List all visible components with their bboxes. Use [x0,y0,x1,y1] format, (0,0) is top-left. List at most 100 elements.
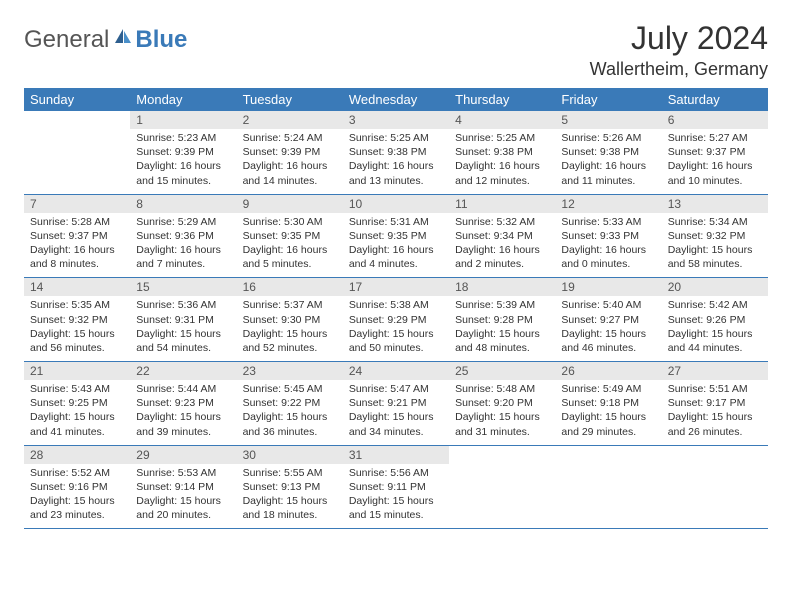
calendar-day-cell: 6Sunrise: 5:27 AMSunset: 9:37 PMDaylight… [662,111,768,194]
calendar-day-cell: 24Sunrise: 5:47 AMSunset: 9:21 PMDayligh… [343,362,449,446]
day-number: 24 [343,362,449,380]
day-details: Sunrise: 5:30 AMSunset: 9:35 PMDaylight:… [237,213,343,278]
calendar-day-cell: 1Sunrise: 5:23 AMSunset: 9:39 PMDaylight… [130,111,236,194]
calendar-day-cell: 4Sunrise: 5:25 AMSunset: 9:38 PMDaylight… [449,111,555,194]
logo-text-general: General [24,26,109,54]
calendar-day-cell: 26Sunrise: 5:49 AMSunset: 9:18 PMDayligh… [555,362,661,446]
calendar-week-row: 28Sunrise: 5:52 AMSunset: 9:16 PMDayligh… [24,445,768,529]
calendar-day-cell: 28Sunrise: 5:52 AMSunset: 9:16 PMDayligh… [24,445,130,529]
day-number: 11 [449,195,555,213]
calendar-day-cell: 31Sunrise: 5:56 AMSunset: 9:11 PMDayligh… [343,445,449,529]
day-number: 26 [555,362,661,380]
day-number [555,446,661,464]
day-details: Sunrise: 5:34 AMSunset: 9:32 PMDaylight:… [662,213,768,278]
day-details: Sunrise: 5:35 AMSunset: 9:32 PMDaylight:… [24,296,130,361]
day-number: 8 [130,195,236,213]
day-details: Sunrise: 5:49 AMSunset: 9:18 PMDaylight:… [555,380,661,445]
calendar-day-cell: 20Sunrise: 5:42 AMSunset: 9:26 PMDayligh… [662,278,768,362]
day-number: 5 [555,111,661,129]
day-details: Sunrise: 5:53 AMSunset: 9:14 PMDaylight:… [130,464,236,529]
day-details: Sunrise: 5:40 AMSunset: 9:27 PMDaylight:… [555,296,661,361]
day-details: Sunrise: 5:36 AMSunset: 9:31 PMDaylight:… [130,296,236,361]
day-details: Sunrise: 5:31 AMSunset: 9:35 PMDaylight:… [343,213,449,278]
calendar-day-cell: 13Sunrise: 5:34 AMSunset: 9:32 PMDayligh… [662,194,768,278]
day-details: Sunrise: 5:43 AMSunset: 9:25 PMDaylight:… [24,380,130,445]
day-details: Sunrise: 5:26 AMSunset: 9:38 PMDaylight:… [555,129,661,194]
day-details [24,129,130,191]
day-number: 6 [662,111,768,129]
day-details: Sunrise: 5:33 AMSunset: 9:33 PMDaylight:… [555,213,661,278]
calendar-day-cell [662,445,768,529]
calendar-day-cell [24,111,130,194]
day-number: 4 [449,111,555,129]
day-number: 21 [24,362,130,380]
calendar-day-cell: 29Sunrise: 5:53 AMSunset: 9:14 PMDayligh… [130,445,236,529]
calendar-day-cell: 22Sunrise: 5:44 AMSunset: 9:23 PMDayligh… [130,362,236,446]
day-number: 12 [555,195,661,213]
day-number: 1 [130,111,236,129]
weekday-header: Thursday [449,88,555,111]
calendar-day-cell [555,445,661,529]
day-number: 15 [130,278,236,296]
weekday-header: Saturday [662,88,768,111]
weekday-header: Wednesday [343,88,449,111]
day-number: 2 [237,111,343,129]
day-number: 7 [24,195,130,213]
day-details: Sunrise: 5:45 AMSunset: 9:22 PMDaylight:… [237,380,343,445]
day-number: 13 [662,195,768,213]
calendar-day-cell: 8Sunrise: 5:29 AMSunset: 9:36 PMDaylight… [130,194,236,278]
day-details: Sunrise: 5:37 AMSunset: 9:30 PMDaylight:… [237,296,343,361]
calendar-table: SundayMondayTuesdayWednesdayThursdayFrid… [24,88,768,529]
calendar-day-cell: 21Sunrise: 5:43 AMSunset: 9:25 PMDayligh… [24,362,130,446]
day-number: 30 [237,446,343,464]
calendar-day-cell: 27Sunrise: 5:51 AMSunset: 9:17 PMDayligh… [662,362,768,446]
day-details: Sunrise: 5:24 AMSunset: 9:39 PMDaylight:… [237,129,343,194]
day-number [662,446,768,464]
day-details: Sunrise: 5:23 AMSunset: 9:39 PMDaylight:… [130,129,236,194]
day-number: 16 [237,278,343,296]
calendar-day-cell: 30Sunrise: 5:55 AMSunset: 9:13 PMDayligh… [237,445,343,529]
location: Wallertheim, Germany [590,59,768,80]
day-details: Sunrise: 5:29 AMSunset: 9:36 PMDaylight:… [130,213,236,278]
calendar-day-cell: 15Sunrise: 5:36 AMSunset: 9:31 PMDayligh… [130,278,236,362]
logo-text-blue: Blue [135,26,187,54]
calendar-day-cell: 12Sunrise: 5:33 AMSunset: 9:33 PMDayligh… [555,194,661,278]
day-number: 3 [343,111,449,129]
day-number: 19 [555,278,661,296]
day-details: Sunrise: 5:39 AMSunset: 9:28 PMDaylight:… [449,296,555,361]
day-number: 25 [449,362,555,380]
day-details: Sunrise: 5:27 AMSunset: 9:37 PMDaylight:… [662,129,768,194]
day-number [449,446,555,464]
day-number: 27 [662,362,768,380]
calendar-week-row: 21Sunrise: 5:43 AMSunset: 9:25 PMDayligh… [24,362,768,446]
title-block: July 2024 Wallertheim, Germany [590,20,768,80]
day-details: Sunrise: 5:32 AMSunset: 9:34 PMDaylight:… [449,213,555,278]
calendar-week-row: 1Sunrise: 5:23 AMSunset: 9:39 PMDaylight… [24,111,768,194]
day-details: Sunrise: 5:55 AMSunset: 9:13 PMDaylight:… [237,464,343,529]
header: General Blue July 2024 Wallertheim, Germ… [24,20,768,80]
day-number: 23 [237,362,343,380]
calendar-day-cell: 14Sunrise: 5:35 AMSunset: 9:32 PMDayligh… [24,278,130,362]
calendar-day-cell: 5Sunrise: 5:26 AMSunset: 9:38 PMDaylight… [555,111,661,194]
day-number: 29 [130,446,236,464]
calendar-week-row: 7Sunrise: 5:28 AMSunset: 9:37 PMDaylight… [24,194,768,278]
day-number [24,111,130,129]
calendar-week-row: 14Sunrise: 5:35 AMSunset: 9:32 PMDayligh… [24,278,768,362]
calendar-day-cell: 17Sunrise: 5:38 AMSunset: 9:29 PMDayligh… [343,278,449,362]
month-title: July 2024 [590,20,768,57]
day-number: 17 [343,278,449,296]
day-number: 28 [24,446,130,464]
calendar-day-cell: 10Sunrise: 5:31 AMSunset: 9:35 PMDayligh… [343,194,449,278]
day-details: Sunrise: 5:25 AMSunset: 9:38 PMDaylight:… [343,129,449,194]
calendar-day-cell: 25Sunrise: 5:48 AMSunset: 9:20 PMDayligh… [449,362,555,446]
weekday-header-row: SundayMondayTuesdayWednesdayThursdayFrid… [24,88,768,111]
calendar-day-cell: 7Sunrise: 5:28 AMSunset: 9:37 PMDaylight… [24,194,130,278]
day-number: 20 [662,278,768,296]
day-number: 9 [237,195,343,213]
weekday-header: Friday [555,88,661,111]
day-number: 14 [24,278,130,296]
day-details: Sunrise: 5:42 AMSunset: 9:26 PMDaylight:… [662,296,768,361]
day-number: 22 [130,362,236,380]
day-details [449,464,555,526]
day-number: 10 [343,195,449,213]
